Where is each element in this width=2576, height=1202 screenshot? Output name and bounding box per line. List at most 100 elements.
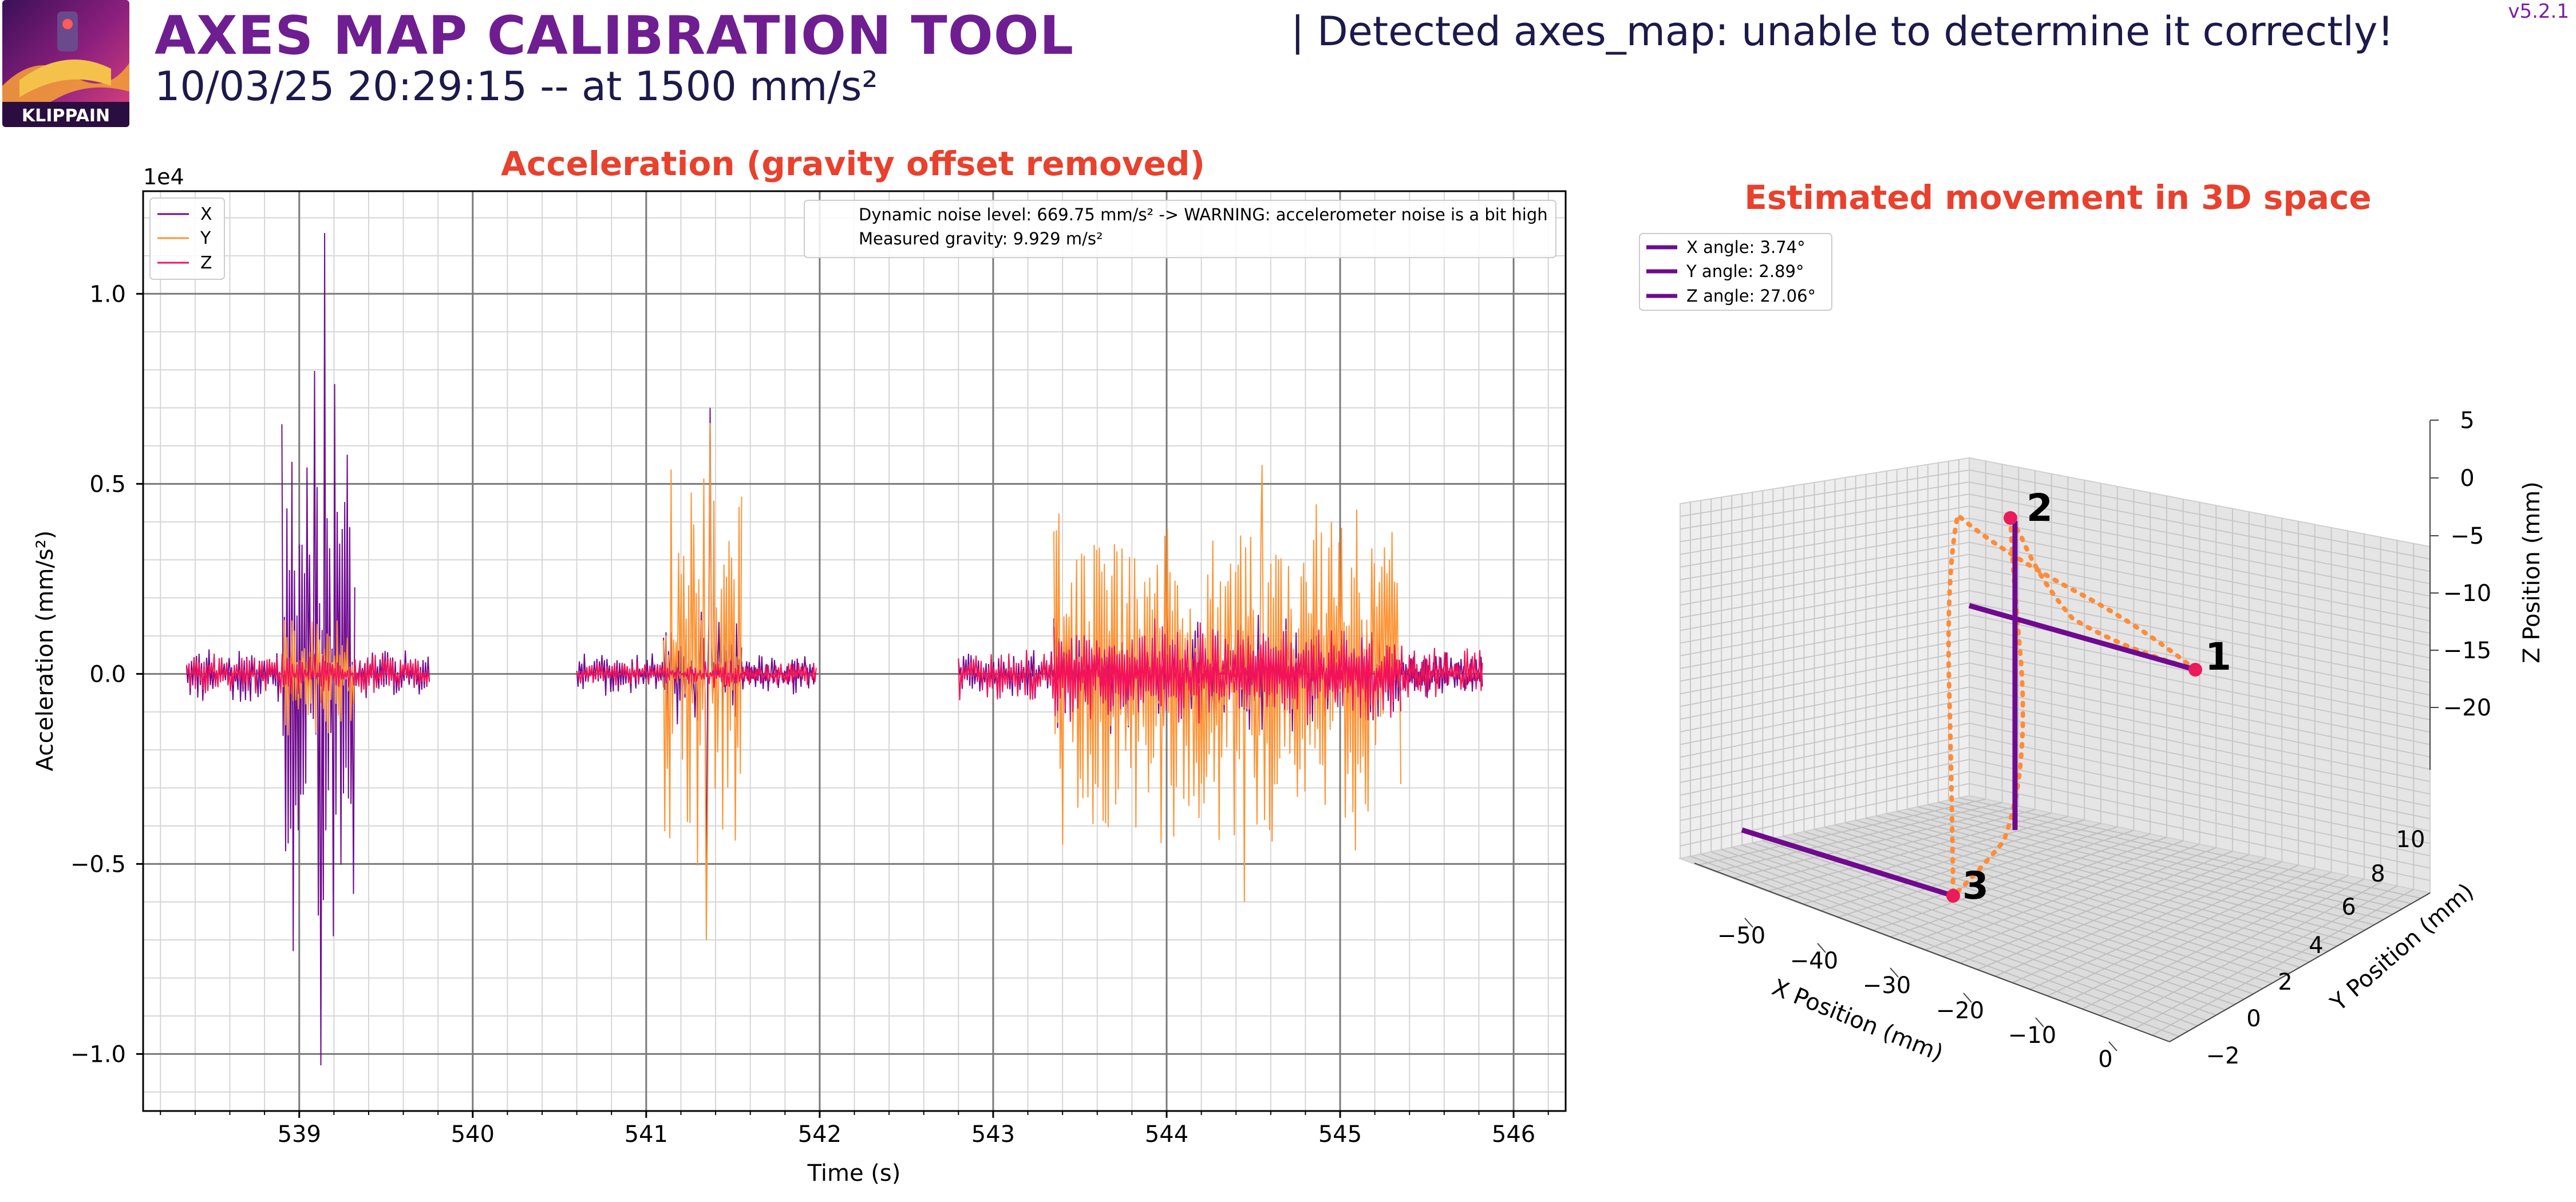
x-tick-label: 544 bbox=[1145, 1121, 1188, 1148]
angle-legend-box bbox=[1639, 233, 1832, 311]
x-axis-vector bbox=[1968, 603, 2196, 673]
point-label-3: 3 bbox=[1962, 864, 1989, 908]
wall-gridline bbox=[1969, 614, 2431, 708]
x-tick-mark bbox=[2108, 1041, 2117, 1051]
z-tick-label: 0 bbox=[2460, 465, 2474, 492]
y-tick-label: 8 bbox=[2370, 861, 2385, 887]
point-label-1: 1 bbox=[2205, 635, 2231, 679]
legend-label-x: X bbox=[200, 204, 212, 224]
wall-gridline bbox=[1680, 481, 1970, 530]
x-tick-mark bbox=[1963, 993, 1972, 1003]
y-tick-label: −2 bbox=[2206, 1043, 2240, 1069]
floor-gridline bbox=[1855, 820, 2328, 952]
floor-gridline bbox=[1994, 857, 2266, 977]
z-angle-label: Z angle: 27.06° bbox=[1686, 286, 1816, 306]
page-title: AXES MAP CALIBRATION TOOL bbox=[155, 5, 1074, 66]
x-tick-label: 545 bbox=[1318, 1121, 1362, 1148]
floor-gridline bbox=[2012, 861, 2282, 984]
wall-gridline bbox=[1680, 517, 1970, 568]
measured-gravity-text: Measured gravity: 9.929 m/s² bbox=[859, 229, 1103, 248]
x-axis-label: Time (s) bbox=[807, 1160, 901, 1187]
point-3 bbox=[1946, 889, 1960, 903]
floor-gridline bbox=[1948, 799, 2412, 904]
z-tick-label: −20 bbox=[2443, 695, 2491, 721]
x-axis-line bbox=[1694, 863, 2170, 1042]
series-y bbox=[281, 423, 1402, 940]
floor-gridline bbox=[2151, 889, 2414, 1036]
wall-gridline bbox=[1680, 541, 1970, 593]
x-tick-label: 540 bbox=[451, 1121, 495, 1148]
klippain-logo: KLIPPAIN bbox=[2, 0, 129, 127]
x-tick-label: −30 bbox=[1863, 972, 1911, 999]
legend-label-z: Z bbox=[200, 253, 212, 273]
x-tick-label: 0 bbox=[2098, 1046, 2112, 1073]
y-tick-label: 6 bbox=[2341, 894, 2356, 920]
wall-gridline bbox=[1680, 614, 1970, 669]
version-label: v5.2.1 bbox=[2508, 0, 2569, 23]
x-tick-mark bbox=[1890, 967, 1899, 978]
wall-gridline bbox=[1969, 517, 2431, 610]
wall-gridline bbox=[1969, 481, 2431, 572]
floor-gridline bbox=[1866, 817, 2337, 947]
x-tick-label: 541 bbox=[625, 1121, 668, 1148]
movement-chart-title: Estimated movement in 3D space bbox=[1744, 178, 2371, 217]
y-tick-label: −0.5 bbox=[70, 851, 126, 877]
legend: X Y Z bbox=[149, 197, 225, 280]
wall-gridline bbox=[1969, 590, 2431, 683]
floor-gridline bbox=[2134, 885, 2397, 1030]
wall-gridline bbox=[1969, 493, 2431, 584]
wall-gridline bbox=[1680, 553, 1970, 606]
y-tick-label: 4 bbox=[2309, 932, 2323, 959]
y-tick-label: 2 bbox=[2278, 969, 2292, 995]
series-z-segment bbox=[185, 653, 430, 694]
x-axis-ticks: 539 540 541 542 543 544 545 546 bbox=[160, 1111, 1549, 1148]
trajectory-return bbox=[1946, 511, 2198, 898]
y-tick-label: 0.5 bbox=[89, 471, 126, 497]
x-tick-mark bbox=[1817, 943, 1826, 953]
floor-gridline bbox=[1907, 808, 2374, 926]
y-axis-ticks: −1.0 −0.5 0.0 0.5 1.0 bbox=[70, 281, 143, 1067]
x-angle-label: X angle: 3.74° bbox=[1686, 238, 1805, 257]
floor-gridline bbox=[1876, 815, 2347, 942]
noise-level-text: Dynamic noise level: 669.75 mm/s² -> WAR… bbox=[859, 205, 1548, 224]
wall-gridline bbox=[1969, 578, 2431, 671]
wall-gridline bbox=[1969, 602, 2431, 696]
page-subtitle: 10/03/25 20:29:15 -- at 1500 mm/s² bbox=[155, 63, 878, 110]
floor-gridline bbox=[1977, 854, 2250, 971]
floor-gridline bbox=[1925, 844, 2200, 951]
trajectory-1-to-2 bbox=[2008, 516, 2198, 672]
series-y-segment bbox=[663, 423, 742, 940]
grid-3d bbox=[1680, 459, 2431, 1037]
acceleration-chart-title: Acceleration (gravity offset removed) bbox=[501, 144, 1205, 183]
floor-gridline bbox=[1942, 847, 2217, 958]
z-tick-label: −15 bbox=[2443, 638, 2491, 664]
floor-gridline bbox=[2116, 881, 2381, 1023]
y-tick-label: 1.0 bbox=[89, 281, 126, 307]
x-tick-label: −40 bbox=[1790, 948, 1838, 974]
z-position-label: Z Position (mm) bbox=[2519, 481, 2545, 663]
legend-label-y: Y bbox=[200, 228, 211, 248]
x-tick-label: −10 bbox=[2008, 1022, 2056, 1049]
y-axis-vector bbox=[1741, 827, 1954, 899]
series-z-segment bbox=[576, 660, 817, 688]
floor-gridline bbox=[1917, 806, 2384, 920]
wall-gridline bbox=[1969, 541, 2431, 634]
y-angle-label: Y angle: 2.89° bbox=[1686, 262, 1804, 281]
point-2 bbox=[2004, 511, 2017, 525]
wall-gridline bbox=[1969, 529, 2431, 622]
floor-gridline bbox=[1927, 804, 2393, 915]
acceleration-chart: Acceleration (gravity offset removed) 53… bbox=[32, 144, 1567, 1187]
wall-gridline bbox=[1680, 578, 1970, 631]
x-tick-mark bbox=[2035, 1017, 2044, 1027]
series-x-segment bbox=[281, 232, 355, 1066]
floor-gridline bbox=[1897, 810, 2365, 931]
wall-gridline bbox=[1680, 505, 1970, 555]
z-tick-label: −5 bbox=[2451, 523, 2484, 549]
detected-axes-map: | Detected axes_map: unable to determine… bbox=[1291, 8, 2394, 55]
noise-info-box: Dynamic noise level: 669.75 mm/s² -> WAR… bbox=[804, 200, 1556, 258]
y-tick-label: 10 bbox=[2396, 827, 2425, 853]
floor-gridline bbox=[1845, 822, 2319, 958]
y-tick-label: 0 bbox=[2246, 1006, 2261, 1032]
wall-gridline bbox=[1969, 469, 2431, 560]
